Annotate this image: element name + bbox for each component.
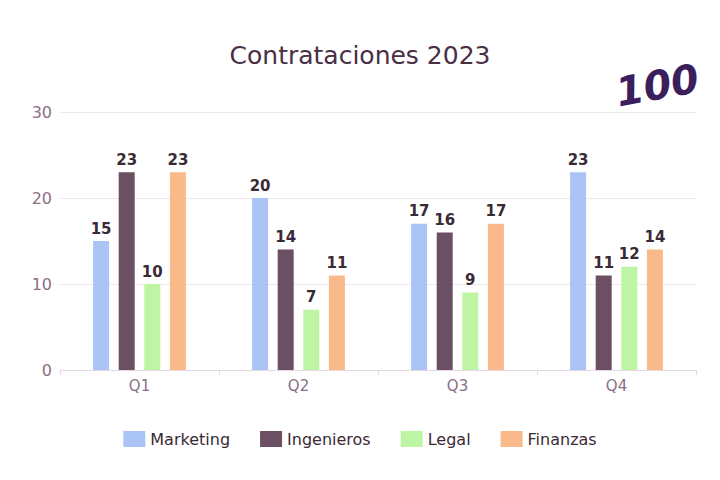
svg-text:10: 10 — [142, 263, 163, 281]
svg-text:11: 11 — [326, 254, 347, 272]
svg-text:9: 9 — [465, 271, 475, 289]
svg-text:0: 0 — [42, 361, 52, 380]
svg-text:23: 23 — [116, 151, 137, 169]
svg-text:14: 14 — [644, 228, 665, 246]
svg-text:Q4: Q4 — [606, 377, 627, 395]
svg-text:23: 23 — [568, 151, 589, 169]
svg-text:23: 23 — [167, 151, 188, 169]
svg-text:17: 17 — [485, 202, 506, 220]
svg-text:15: 15 — [91, 220, 112, 238]
svg-text:14: 14 — [275, 228, 296, 246]
svg-text:30: 30 — [32, 103, 52, 122]
svg-text:Marketing: Marketing — [150, 430, 230, 449]
svg-text:Contrataciones 2023: Contrataciones 2023 — [230, 41, 491, 70]
svg-text:10: 10 — [32, 275, 52, 294]
svg-text:Ingenieros: Ingenieros — [287, 430, 371, 449]
svg-text:Legal: Legal — [428, 430, 471, 449]
svg-text:20: 20 — [32, 189, 52, 208]
svg-text:100: 100 — [612, 55, 702, 115]
svg-text:Finanzas: Finanzas — [528, 430, 597, 449]
svg-text:16: 16 — [434, 211, 455, 229]
svg-text:20: 20 — [250, 177, 271, 195]
svg-text:17: 17 — [409, 202, 430, 220]
svg-text:Q1: Q1 — [129, 377, 150, 395]
svg-text:Q3: Q3 — [447, 377, 468, 395]
svg-text:Q2: Q2 — [288, 377, 309, 395]
svg-text:11: 11 — [593, 254, 614, 272]
svg-text:7: 7 — [306, 288, 316, 306]
svg-text:12: 12 — [619, 245, 640, 263]
